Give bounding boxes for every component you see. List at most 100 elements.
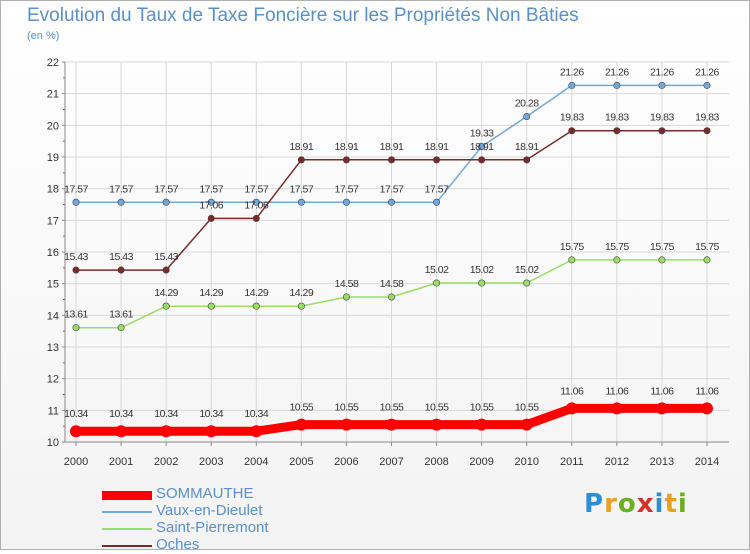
data-point: [613, 81, 621, 89]
data-label: 14.29: [289, 287, 313, 299]
axes: 10 11 12 13 14 15 16 17 18 19 20 21 22 2000 2001 2002 20…: [47, 57, 729, 468]
y-tick-label: 18: [47, 184, 59, 196]
data-point: [297, 302, 305, 310]
data-label: 18.91: [470, 141, 494, 153]
x-tick-label: 2003: [199, 456, 223, 468]
data-label: 15.43: [154, 251, 178, 263]
x-tick-label: 2005: [289, 456, 313, 468]
data-point: [478, 143, 486, 151]
data-point: [655, 402, 668, 415]
data-label: 10.55: [515, 402, 539, 414]
x-tick-label: 2011: [560, 456, 584, 468]
data-label: 19.83: [605, 112, 629, 124]
data-label: 19.83: [650, 112, 674, 124]
logo-letter: i: [654, 489, 665, 519]
data-point: [568, 81, 576, 89]
x-tick-label: 2008: [424, 456, 448, 468]
data-point: [205, 425, 218, 438]
data-label: 19.83: [560, 112, 584, 124]
data-label: 17.57: [244, 183, 268, 195]
x-tick-label: 2004: [244, 456, 268, 468]
data-label: 15.75: [605, 241, 629, 253]
data-point: [162, 302, 170, 310]
data-point: [523, 156, 531, 164]
data-label: 13.61: [64, 309, 88, 321]
y-tick-label: 20: [47, 120, 59, 132]
x-tick-label: 2013: [650, 456, 674, 468]
data-point: [433, 198, 441, 206]
legend-label: Oches: [156, 536, 200, 553]
x-tick-label: 2012: [605, 456, 629, 468]
data-label: 17.57: [199, 183, 223, 195]
data-label: 21.26: [650, 66, 674, 78]
data-label: 10.34: [199, 408, 223, 420]
data-point: [523, 279, 531, 287]
data-point: [613, 127, 621, 135]
chart-title: Evolution du Taux de Taxe Foncière sur l…: [27, 5, 579, 26]
data-point: [340, 418, 353, 431]
data-label: 18.91: [335, 141, 359, 153]
data-label: 18.91: [515, 141, 539, 153]
data-label: 15.43: [64, 251, 88, 263]
data-point: [433, 279, 441, 287]
data-point: [250, 425, 263, 438]
series-layer: [70, 81, 713, 438]
data-point: [387, 293, 395, 301]
data-point: [523, 112, 531, 120]
data-label: 10.34: [64, 408, 88, 420]
data-label: 17.57: [64, 183, 88, 195]
data-point: [610, 402, 623, 415]
legend-swatch: [102, 490, 152, 500]
data-label: 10.55: [425, 402, 449, 414]
data-point: [252, 302, 260, 310]
data-label: 15.75: [650, 241, 674, 253]
logo-letter: i: [677, 489, 688, 519]
data-point: [385, 418, 398, 431]
legend-swatch: [102, 511, 152, 513]
data-point: [520, 418, 533, 431]
data-label: 18.91: [380, 141, 404, 153]
logo-letter: t: [664, 489, 678, 519]
data-labels: 17.57 17.57 17.57 17.57 17.57 17.57 17.57 17.57…: [64, 66, 720, 420]
y-tick-label: 10: [47, 437, 59, 449]
data-point: [387, 156, 395, 164]
data-label: 10.55: [335, 402, 359, 414]
data-point: [613, 256, 621, 264]
legend-label: Vaux-en-Dieulet: [156, 502, 263, 519]
y-tick-label: 16: [47, 247, 59, 259]
y-tick-label: 11: [48, 405, 59, 417]
data-label: 17.57: [109, 183, 133, 195]
y-tick-label: 21: [47, 89, 59, 101]
y-tick-label: 13: [47, 342, 59, 354]
data-label: 10.34: [109, 408, 133, 420]
data-point: [701, 402, 713, 415]
logo-letter: r: [604, 489, 618, 519]
legend-label: Saint-Pierremont: [156, 519, 269, 536]
x-tick-label: 2009: [469, 456, 493, 468]
logo-letter: x: [636, 489, 655, 519]
data-point: [72, 198, 80, 206]
data-point: [252, 214, 260, 222]
data-point: [703, 256, 711, 264]
data-label: 13.61: [109, 309, 133, 321]
data-point: [342, 156, 350, 164]
data-point: [117, 324, 125, 332]
data-label: 14.29: [154, 287, 178, 299]
data-label: 14.58: [380, 278, 404, 290]
data-point: [160, 425, 173, 438]
data-label: 21.26: [695, 66, 719, 78]
data-label: 17.57: [154, 183, 178, 195]
data-point: [433, 156, 441, 164]
data-point: [430, 418, 443, 431]
data-label: 11.06: [696, 385, 720, 397]
data-label: 17.06: [244, 199, 268, 211]
data-point: [297, 156, 305, 164]
data-point: [297, 198, 305, 206]
data-point: [72, 266, 80, 274]
x-tick-label: 2001: [109, 456, 133, 468]
data-point: [115, 425, 128, 438]
data-label: 14.29: [244, 287, 268, 299]
data-point: [658, 256, 666, 264]
data-label: 17.57: [380, 183, 404, 195]
y-tick-label: 19: [47, 152, 59, 164]
